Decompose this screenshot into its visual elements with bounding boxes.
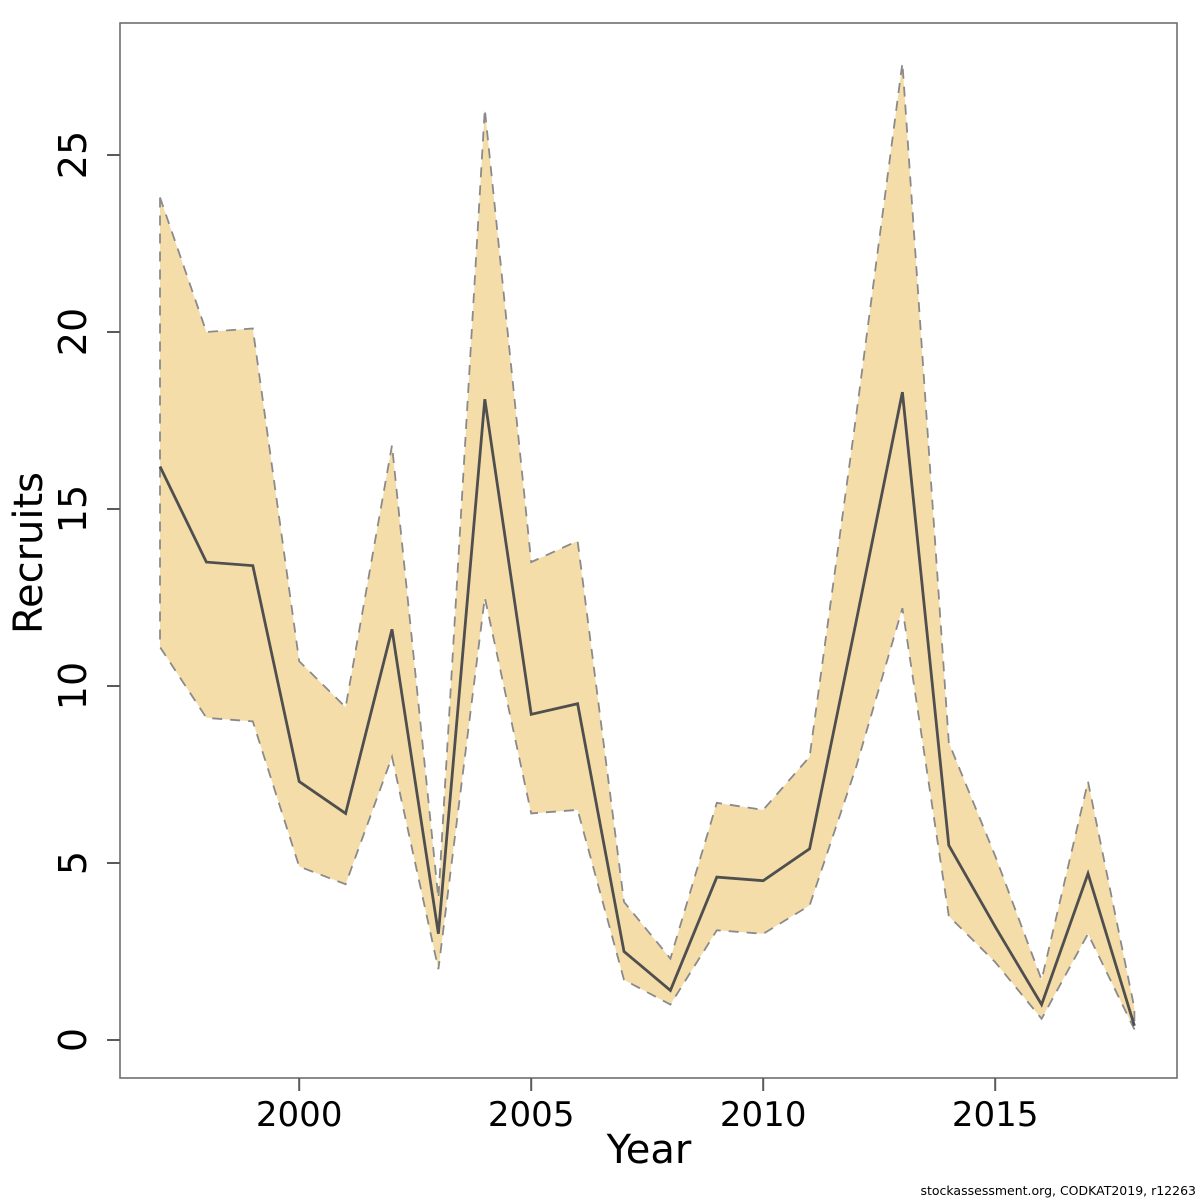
confidence-band bbox=[159, 62, 1136, 1030]
y-tick-label: 20 bbox=[51, 308, 95, 356]
plot-border bbox=[119, 22, 1178, 1079]
median-line bbox=[158, 391, 1136, 1027]
axis-tick-label-layer: 2000 2005 2010 2015 0 5 10 15 20 25 bbox=[51, 131, 1038, 1135]
x-tick-label: 2015 bbox=[952, 1095, 1039, 1135]
median-line-layer bbox=[158, 391, 1136, 1027]
y-tick-label: 5 bbox=[51, 851, 95, 875]
x-tick-label: 2000 bbox=[256, 1095, 343, 1135]
y-tick-label: 25 bbox=[51, 131, 95, 179]
y-axis-title: Recruits bbox=[6, 472, 52, 634]
axis-tick-layer bbox=[107, 154, 997, 1091]
x-tick-label: 2005 bbox=[488, 1095, 575, 1135]
footer-attribution: stockassessment.org, CODKAT2019, r12263 bbox=[920, 1183, 1196, 1198]
x-tick-label: 2010 bbox=[720, 1095, 807, 1135]
x-axis-title: Year bbox=[606, 1127, 692, 1173]
y-tick-label: 15 bbox=[51, 485, 95, 533]
y-tick-label: 10 bbox=[51, 662, 95, 710]
y-tick-label: 0 bbox=[51, 1028, 95, 1052]
confidence-band-layer bbox=[159, 62, 1136, 1030]
